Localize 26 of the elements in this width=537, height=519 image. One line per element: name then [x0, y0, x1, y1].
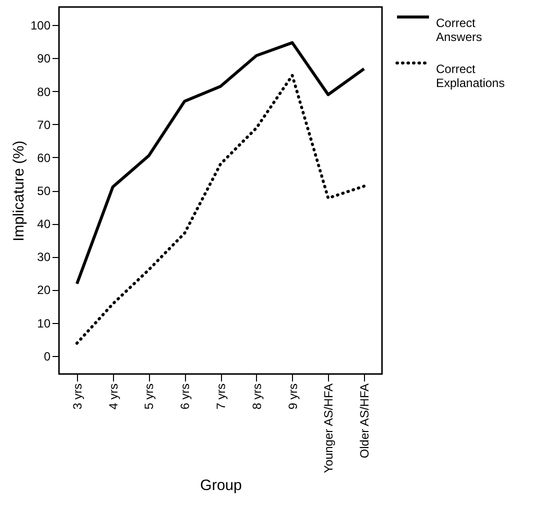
- x-axis-title: Group: [200, 476, 242, 494]
- x-tick-label: Older AS/HFA: [358, 384, 372, 458]
- y-tick-label: 60: [37, 150, 51, 165]
- y-tick-label: 40: [37, 217, 51, 232]
- y-tick-label: 50: [37, 184, 51, 198]
- line-series: [75, 41, 366, 286]
- y-tick-label: 30: [37, 250, 51, 264]
- y-tick-label: 90: [37, 52, 51, 66]
- y-tick-label: 10: [37, 316, 51, 330]
- x-tick-label: 7 yrs: [214, 384, 228, 410]
- y-axis-title: Implicature (%): [10, 140, 28, 242]
- x-tick-label: 6 yrs: [178, 384, 192, 410]
- x-tick-label: 4 yrs: [106, 384, 120, 410]
- y-tick-label: 100: [30, 18, 51, 33]
- y-tick-label: 70: [37, 118, 51, 132]
- x-tick-label: 9 yrs: [286, 384, 300, 410]
- y-tick-label: 0: [44, 349, 51, 364]
- y-tick-label: 20: [37, 283, 51, 298]
- x-tick-label: 8 yrs: [250, 384, 264, 410]
- x-tick-label: Younger AS/HFA: [322, 384, 336, 474]
- x-tick-label: 5 yrs: [142, 384, 156, 410]
- x-tick-label: 3 yrs: [70, 384, 84, 410]
- legend-label: Correct Explanations: [436, 62, 505, 90]
- y-tick-label: 80: [37, 84, 51, 99]
- legend-label: Correct Answers: [436, 16, 482, 44]
- line-series: [75, 74, 366, 345]
